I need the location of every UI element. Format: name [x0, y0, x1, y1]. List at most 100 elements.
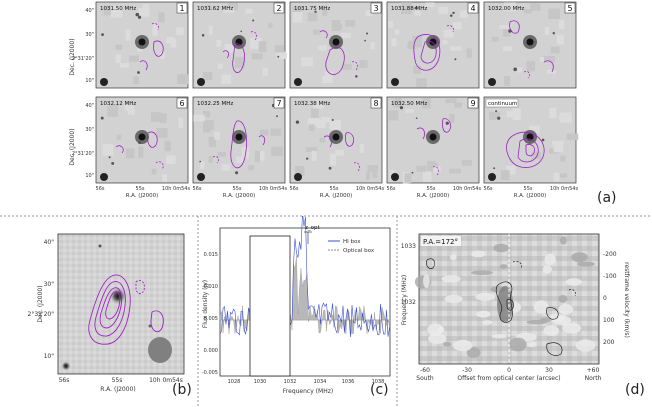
a-noise	[307, 12, 318, 22]
a-noise	[553, 143, 564, 153]
d-blob	[453, 339, 473, 352]
c-zopt-label: z_opt	[305, 225, 320, 231]
a-faint-star	[235, 171, 239, 175]
c-ytick-5: -0.005	[202, 370, 218, 376]
a-noise	[208, 136, 216, 148]
c-xlabel: Frequency (MHz)	[283, 388, 333, 395]
a-contour	[506, 131, 545, 168]
a-faint-star	[454, 58, 457, 61]
panel-d-label: (d)	[625, 382, 645, 398]
d-contours	[426, 258, 576, 356]
a-contour	[442, 118, 451, 133]
a-faint-star	[199, 160, 202, 163]
d-ytick-r2: -100	[603, 273, 617, 280]
a-faint-star	[552, 32, 555, 35]
a-contour	[416, 127, 425, 140]
d-blob	[422, 274, 430, 288]
panel-a-label: (a)	[597, 190, 617, 206]
d-contour-3	[546, 307, 559, 320]
a-noise	[151, 112, 162, 122]
a-panel-2: 1031.62 MHz 2	[192, 1, 287, 89]
a-panel-3: 1031.75 MHz 3	[289, 1, 383, 89]
a-noise	[405, 108, 414, 114]
a-faint-star	[445, 121, 449, 125]
a-faint-star	[414, 6, 417, 10]
a-noise	[142, 3, 150, 11]
a-noise	[506, 165, 516, 175]
a-xtick: 55s	[136, 186, 145, 192]
a-faint-star	[399, 106, 404, 110]
a-contour	[250, 31, 258, 41]
a-num-box	[564, 2, 576, 14]
a-noise	[393, 97, 402, 108]
a-noise	[526, 61, 536, 72]
a-faint-star	[137, 71, 140, 74]
a-noise	[119, 62, 130, 68]
a-panel-9: 1032.50 MHz 9 56s 55s 10h 0m54s R.A. (J2000)	[387, 96, 481, 199]
a-faint-star	[364, 39, 366, 42]
a-ytick: 40"	[85, 103, 94, 109]
a-ytick: 40"	[85, 8, 94, 14]
a-noise	[301, 57, 313, 67]
a-xlabel: R.A. (J2000)	[320, 193, 352, 199]
a-noise	[365, 10, 373, 16]
a-noise	[234, 56, 246, 69]
a-faint-star	[108, 156, 111, 159]
a-noise	[178, 117, 184, 128]
a-noise	[274, 45, 284, 53]
d-blob	[533, 300, 549, 314]
a-noise	[321, 117, 331, 123]
a-noise	[539, 56, 545, 62]
b-contour-3	[99, 287, 123, 329]
a-noise	[543, 56, 555, 63]
a-noise	[366, 172, 371, 180]
a-noise	[442, 40, 448, 45]
d-blob	[565, 278, 583, 286]
a-ytick: 30"	[85, 32, 94, 38]
a-galaxy-core	[526, 38, 534, 46]
a-faint-star	[314, 10, 317, 13]
d-ytick-r1: -200	[603, 251, 617, 258]
a-noise	[158, 12, 165, 23]
a-xtick: 55s	[330, 186, 339, 192]
a-star	[391, 78, 399, 86]
a-noise	[295, 165, 305, 176]
b-ylabel: Dec. (J2000)	[37, 285, 44, 322]
d-contour-1	[495, 281, 513, 323]
a-xlabel: R.A. (J2000)	[417, 193, 449, 199]
d-contour-7	[568, 289, 576, 297]
d-blob	[475, 292, 496, 301]
a-freq-label: 1031.50 MHz	[100, 6, 136, 12]
c-ytick-1: 0.015	[204, 252, 218, 258]
a-noise	[422, 97, 431, 109]
a-contour	[139, 60, 148, 71]
d-blob	[441, 275, 461, 283]
a-noise	[322, 8, 328, 16]
d-blob	[482, 320, 493, 325]
a-num-label: 3	[373, 4, 378, 13]
d-blob	[542, 264, 553, 274]
a-faint-star	[541, 138, 545, 142]
a-noise	[549, 107, 557, 118]
a-noise	[270, 128, 282, 136]
a-faint-star	[331, 118, 334, 122]
c-ytick-3: 0.005	[204, 316, 218, 322]
a-num-box	[370, 97, 382, 109]
a-noise	[559, 173, 567, 178]
a-faint-star	[366, 32, 369, 35]
a-xtick: 56s	[290, 186, 299, 192]
d-blob	[571, 252, 588, 263]
a-noise	[137, 45, 143, 52]
b-contour-4	[105, 291, 121, 320]
d-south: South	[416, 375, 434, 382]
d-emission	[497, 286, 513, 322]
a-faint-star	[411, 171, 414, 174]
d-pa-box	[421, 236, 461, 246]
a-noise	[248, 165, 254, 171]
a-noise	[427, 160, 436, 173]
a-noise	[504, 2, 516, 12]
b-ytick-1: 40"	[44, 239, 55, 246]
a-noise	[450, 46, 462, 51]
c-legend-1: HI box	[343, 239, 361, 245]
b-xtick-2: 55s	[112, 377, 123, 384]
